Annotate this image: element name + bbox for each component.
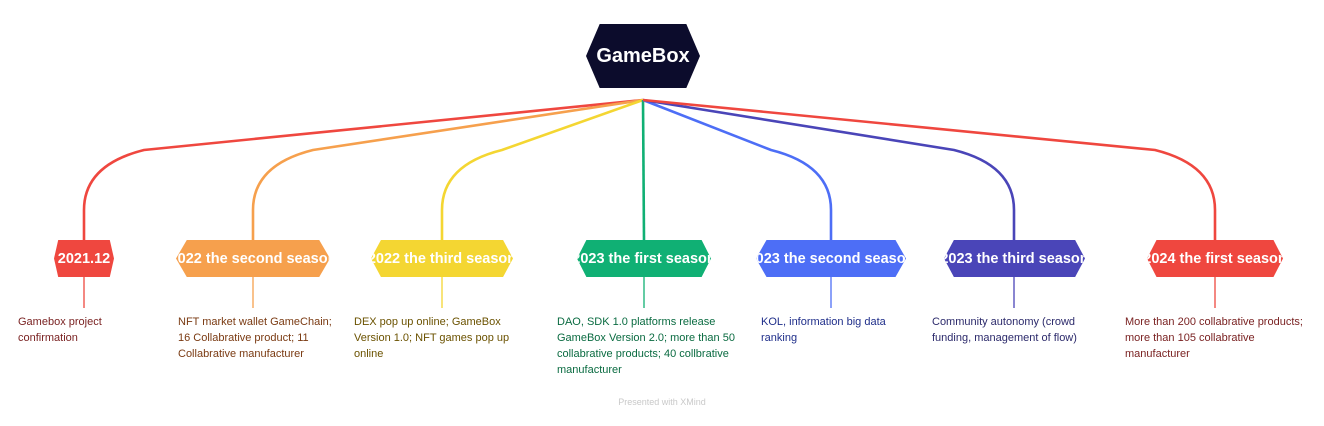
- note-2022-third-season: DEX pop up online; GameBox Version 1.0; …: [354, 316, 510, 360]
- branch-topic-2023-second-season[interactable]: 2023 the second season: [756, 240, 906, 277]
- branch-topic-2021-12[interactable]: 2021.12: [54, 240, 114, 277]
- note-2021-12: Gamebox project confirmation: [18, 316, 102, 344]
- note-2023-first-season: DAO, SDK 1.0 platforms release GameBox V…: [557, 316, 735, 376]
- branch-topic-2023-third-season[interactable]: 2023 the third season: [944, 240, 1085, 277]
- footer-credit: Presented with XMind: [618, 397, 706, 407]
- note-2022-second-season: NFT market wallet GameChain; 16 Collabra…: [178, 316, 332, 360]
- connector-2023-s2: [642, 98, 833, 240]
- connector-2023-s3: [642, 98, 1016, 240]
- note-2024-first-season: More than 200 collabrative products; mor…: [1125, 316, 1303, 360]
- connector-2022-s2: [251, 98, 644, 240]
- connector-2024-s1: [642, 98, 1217, 240]
- branch-topic-2022-second-season[interactable]: 2022 the second season: [176, 240, 330, 277]
- connector-2021-12: [82, 98, 644, 240]
- branch-topic-2024-first-season[interactable]: 2024 the first season: [1147, 240, 1283, 277]
- note-2023-third-season: Community autonomy (crowd funding, manag…: [932, 316, 1077, 344]
- branch-topic-2023-first-season[interactable]: 2023 the first season: [577, 240, 711, 277]
- note-2023-second-season: KOL, information big data ranking: [761, 316, 886, 344]
- branch-topic-2022-third-season[interactable]: 2022 the third season: [371, 240, 513, 277]
- connector-2023-s1: [641, 99, 646, 241]
- connector-2022-s3: [440, 98, 644, 240]
- root-topic-gamebox[interactable]: GameBox: [586, 24, 700, 88]
